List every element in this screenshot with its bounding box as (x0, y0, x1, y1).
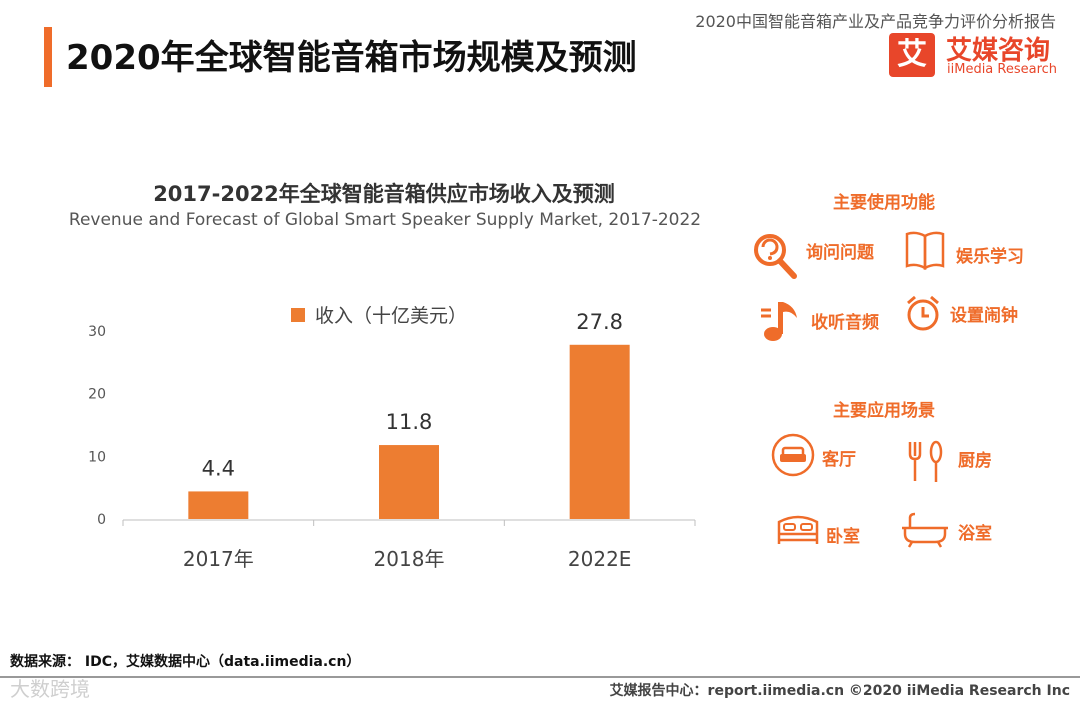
report-title: 2020中国智能音箱产业及产品竞争力评价分析报告 (695, 12, 1056, 31)
x-tick-label: 2017年 (183, 547, 254, 571)
footer-divider (0, 676, 1080, 678)
scene-label-bedroom: 卧室 (826, 527, 860, 547)
chart-subtitle: Revenue and Forecast of Global Smart Spe… (68, 210, 702, 230)
y-tick-label: 0 (97, 512, 106, 528)
music-note-icon (758, 298, 802, 348)
bed-icon (776, 510, 820, 552)
footer-site: 艾媒报告中心：report.iimedia.cn ©2020 iiMedia R… (609, 683, 1070, 699)
scene-label-living-room: 客厅 (822, 450, 856, 470)
page-title: 2020年全球智能音箱市场规模及预测 (66, 38, 637, 78)
sofa-icon (770, 432, 816, 482)
bar-chart: 0 10 20 30 4.4 2017年 11.8 2018年 27.8 2022E 收入（十亿美元… (88, 305, 696, 571)
bathtub-icon (900, 512, 950, 552)
bar (569, 344, 630, 519)
y-tick-label: 30 (88, 324, 106, 340)
legend-swatch (291, 308, 305, 322)
search-question-icon (752, 232, 798, 284)
bar (188, 491, 249, 519)
logo-name: 艾媒咨询 (946, 36, 1051, 66)
watermark: 大数跨境 (10, 677, 90, 701)
title-accent-bar (44, 27, 52, 87)
function-label-ask: 询问问题 (806, 243, 874, 263)
chart-title: 2017-2022年全球智能音箱供应市场收入及预测 (153, 182, 615, 206)
fork-spoon-icon (906, 440, 946, 488)
data-label: 4.4 (202, 456, 235, 480)
alarm-clock-icon (904, 294, 942, 336)
bar (379, 445, 439, 519)
y-tick-label: 10 (88, 449, 106, 465)
logo-mark: 艾 (889, 33, 935, 77)
data-label: 11.8 (386, 410, 433, 434)
functions-title: 主要使用功能 (833, 193, 935, 213)
book-icon (904, 230, 946, 274)
scene-label-bathroom: 浴室 (958, 524, 992, 544)
legend-label: 收入（十亿美元） (315, 305, 467, 327)
logo-english: iiMedia Research (947, 62, 1058, 77)
x-tick-label: 2018年 (374, 547, 445, 571)
scenes-title: 主要应用场景 (833, 401, 935, 421)
function-label-audio: 收听音频 (811, 313, 879, 333)
data-source: 数据来源： IDC，艾媒数据中心（data.iimedia.cn） (10, 654, 361, 670)
y-tick-label: 20 (88, 387, 106, 403)
data-label: 27.8 (576, 310, 623, 334)
scene-label-kitchen: 厨房 (958, 451, 992, 471)
function-label-alarm: 设置闹钟 (950, 306, 1018, 326)
function-label-learn: 娱乐学习 (956, 247, 1024, 267)
x-tick-label: 2022E (568, 547, 632, 571)
